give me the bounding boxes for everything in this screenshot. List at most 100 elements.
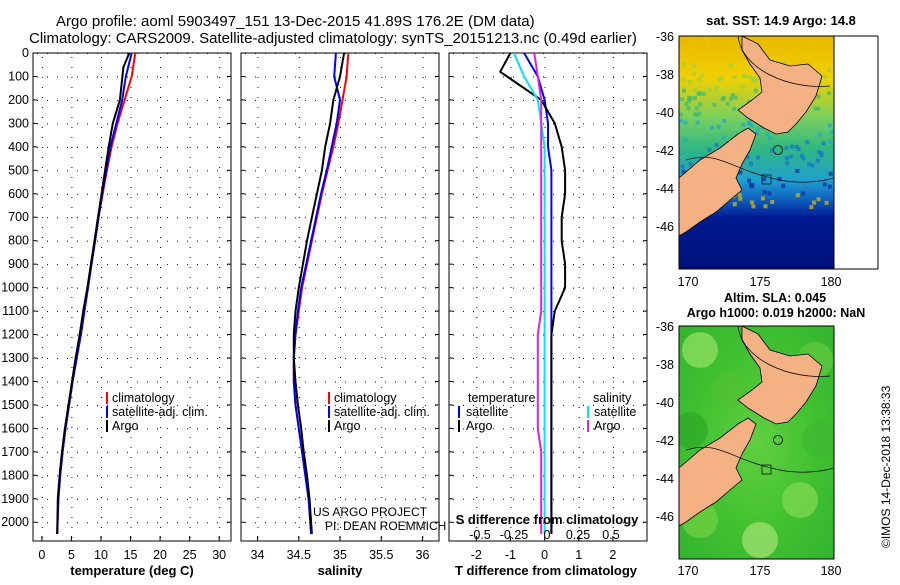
sst-pixel xyxy=(775,52,779,57)
grid-dot xyxy=(77,217,78,219)
grid-dot xyxy=(315,123,316,125)
grid-dot xyxy=(613,76,614,78)
sst-pixel xyxy=(818,53,823,58)
grid-dot xyxy=(510,167,512,168)
grid-dot xyxy=(295,287,296,289)
grid-dot xyxy=(167,404,168,406)
grid-dot xyxy=(603,146,604,148)
grid-dot xyxy=(47,358,48,359)
grid-dot xyxy=(219,397,221,398)
x-tick-label: 1 xyxy=(575,548,582,562)
grid-dot xyxy=(207,240,208,242)
grid-dot xyxy=(189,87,191,88)
sst-pixel xyxy=(707,147,712,152)
grid-dot xyxy=(340,457,341,458)
grid-dot xyxy=(257,377,259,378)
grid-dot xyxy=(365,264,366,266)
grid-dot xyxy=(57,53,58,54)
grid-dot xyxy=(298,517,300,518)
grid-dot xyxy=(583,217,584,219)
grid-dot xyxy=(107,475,108,477)
grid-dot xyxy=(127,99,128,101)
grid-dot xyxy=(613,498,614,500)
grid-dot xyxy=(130,347,132,348)
grid-dot xyxy=(612,377,614,378)
grid-dot xyxy=(381,307,383,308)
sst-pixel xyxy=(756,76,761,80)
grid-dot xyxy=(483,498,484,500)
grid-dot xyxy=(578,57,580,58)
grid-dot xyxy=(345,428,346,430)
grid-dot xyxy=(405,99,406,101)
grid-dot xyxy=(395,76,396,78)
grid-dot xyxy=(395,240,396,242)
grid-dot xyxy=(503,240,504,242)
grid-dot xyxy=(573,334,574,336)
grid-dot xyxy=(219,517,221,518)
depth-tick-label: 1500 xyxy=(1,398,29,412)
grid-dot xyxy=(405,358,406,359)
grid-dot xyxy=(422,427,424,428)
grid-dot xyxy=(513,311,514,313)
grid-dot xyxy=(365,451,366,453)
grid-dot xyxy=(147,146,148,148)
grid-dot xyxy=(37,451,38,453)
grid-dot xyxy=(257,497,259,498)
grid-dot xyxy=(510,207,512,208)
grid-dot xyxy=(453,287,454,289)
grid-dot xyxy=(257,177,259,178)
grid-dot xyxy=(130,437,132,438)
grid-dot xyxy=(305,193,306,195)
grid-dot xyxy=(167,287,168,289)
grid-dot xyxy=(633,76,634,78)
grid-dot xyxy=(100,317,102,318)
grid-dot xyxy=(583,428,584,430)
grid-dot xyxy=(578,167,580,168)
grid-dot xyxy=(523,99,524,101)
sst-pixel xyxy=(815,158,820,163)
grid-dot xyxy=(257,357,259,358)
grid-dot xyxy=(375,522,376,524)
grid-dot xyxy=(97,475,98,477)
grid-dot xyxy=(633,53,634,54)
grid-dot xyxy=(381,67,383,68)
grid-dot xyxy=(285,451,286,453)
grid-dot xyxy=(613,381,614,383)
grid-dot xyxy=(578,107,580,108)
grid-dot xyxy=(47,311,48,313)
grid-dot xyxy=(130,317,132,318)
grid-dot xyxy=(340,447,341,448)
grid-dot xyxy=(553,358,554,359)
grid-dot xyxy=(130,247,132,248)
grid-dot xyxy=(87,193,88,195)
grid-dot xyxy=(335,287,336,289)
grid-dot xyxy=(453,522,454,524)
grid-dot xyxy=(345,193,346,195)
grid-dot xyxy=(375,240,376,242)
grid-dot xyxy=(422,127,424,128)
grid-dot xyxy=(255,498,256,500)
grid-dot xyxy=(425,193,426,195)
grid-dot xyxy=(298,107,300,108)
grid-dot xyxy=(510,357,512,358)
grid-dot xyxy=(422,287,424,288)
grid-dot xyxy=(71,287,73,288)
grid-dot xyxy=(189,527,191,528)
grid-dot xyxy=(513,522,514,524)
grid-dot xyxy=(381,487,383,488)
grid-dot xyxy=(157,99,158,101)
grid-dot xyxy=(117,334,118,336)
grid-dot xyxy=(130,187,132,188)
grid-dot xyxy=(130,457,132,458)
legend-header-temperature: temperature xyxy=(468,391,535,405)
grid-dot xyxy=(87,428,88,430)
grid-dot xyxy=(422,317,424,318)
grid-dot xyxy=(503,264,504,266)
grid-dot xyxy=(578,477,580,478)
grid-dot xyxy=(375,76,376,78)
grid-dot xyxy=(573,475,574,477)
grid-dot xyxy=(476,397,478,398)
grid-dot xyxy=(127,498,128,500)
s-tick-label: 0.5 xyxy=(602,528,619,542)
grid-dot xyxy=(633,381,634,383)
